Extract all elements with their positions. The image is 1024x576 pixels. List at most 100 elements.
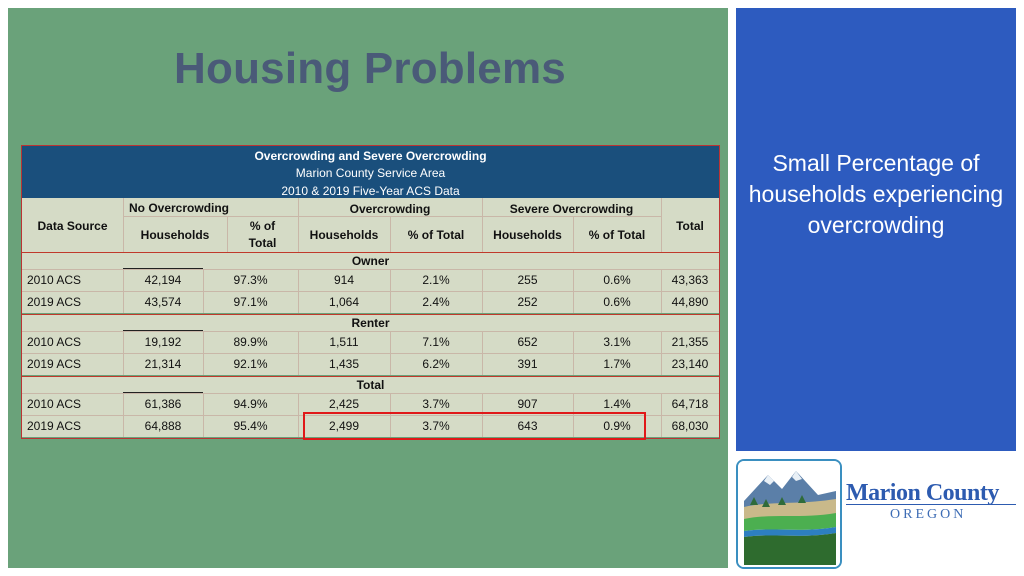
cell-value: 64,888 — [144, 419, 182, 433]
divider — [390, 216, 391, 253]
cell-value: 643 — [517, 419, 538, 433]
cell-value: 0.6% — [603, 273, 631, 287]
cell-value: 68,030 — [671, 419, 709, 433]
section-row-bg — [22, 315, 719, 331]
cell-value: 652 — [517, 335, 538, 349]
cell-value: 6.2% — [422, 357, 450, 371]
divider — [390, 331, 391, 353]
cell-source: 2010 ACS — [27, 273, 82, 287]
cell-value: 2,425 — [328, 397, 360, 411]
logo-divider — [846, 504, 1016, 505]
cell-source: 2019 ACS — [27, 419, 82, 433]
side-panel: Small Percentage of households experienc… — [736, 8, 1016, 451]
cell-value: 0.9% — [603, 419, 631, 433]
section-label: Owner — [351, 254, 390, 268]
divider — [298, 415, 299, 437]
header-data-source: Data Source — [37, 219, 108, 233]
cell-value: 2.4% — [422, 295, 450, 309]
subheader-households: Households — [309, 228, 379, 242]
divider — [573, 331, 574, 353]
cell-source: 2010 ACS — [27, 335, 82, 349]
cell-value: 3.7% — [422, 397, 450, 411]
cell-value: 914 — [333, 273, 355, 287]
divider — [390, 415, 391, 437]
divider — [661, 393, 662, 415]
subheader-households: Households — [140, 228, 210, 242]
divider — [22, 252, 719, 253]
divider — [227, 216, 228, 253]
cell-value: 7.1% — [422, 335, 450, 349]
cell-value: 19,192 — [144, 335, 182, 349]
subheader-pct-of-total: % of Total — [588, 228, 646, 242]
table-header-band — [22, 146, 719, 198]
divider — [123, 198, 124, 253]
cell-value: 64,718 — [671, 397, 709, 411]
divider — [482, 269, 483, 291]
divider — [123, 392, 203, 393]
cell-value: 2.1% — [422, 273, 450, 287]
subheader-households: Households — [493, 228, 562, 242]
table-row — [22, 269, 719, 291]
divider — [123, 291, 124, 313]
divider — [482, 393, 483, 415]
divider — [661, 269, 662, 291]
logo-subtitle: OREGON — [890, 507, 967, 522]
cell-value: 907 — [517, 397, 538, 411]
divider — [298, 269, 299, 291]
divider — [573, 415, 574, 437]
section-label: Renter — [351, 316, 390, 330]
cell-value: 97.1% — [233, 295, 268, 309]
divider — [661, 415, 662, 437]
divider — [22, 415, 719, 416]
divider — [203, 393, 204, 415]
table-row — [22, 393, 719, 415]
cell-value: 1,064 — [328, 295, 360, 309]
cell-value: 0.6% — [603, 295, 631, 309]
divider — [573, 291, 574, 313]
cell-value: 42,194 — [144, 273, 182, 287]
cell-value: 3.7% — [422, 419, 450, 433]
cell-value: 21,355 — [671, 335, 709, 349]
table-row — [22, 331, 719, 353]
divider — [661, 198, 662, 253]
header-no-overcrowding: No Overcrowding — [129, 201, 230, 215]
header-total: Total — [676, 219, 704, 233]
table-title: Overcrowding and Severe Overcrowding — [254, 149, 487, 163]
side-panel-text: Small Percentage of households experienc… — [748, 150, 1004, 238]
divider — [22, 269, 719, 270]
divider — [22, 376, 719, 377]
divider — [203, 353, 204, 375]
divider — [482, 415, 483, 437]
table-subtitle-area: Marion County Service Area — [295, 166, 446, 180]
cell-value: 1,511 — [329, 335, 359, 349]
cell-value: 97.3% — [233, 273, 268, 287]
divider — [22, 393, 719, 394]
divider — [123, 268, 203, 269]
divider — [573, 269, 574, 291]
cell-value: 391 — [517, 357, 538, 371]
cell-value: 2,499 — [328, 419, 360, 433]
divider — [482, 353, 483, 375]
divider — [203, 291, 204, 313]
divider — [22, 291, 719, 292]
divider — [123, 216, 661, 217]
divider — [298, 393, 299, 415]
divider — [482, 198, 483, 253]
mountain-landscape-icon — [738, 461, 840, 567]
divider — [123, 331, 124, 353]
divider — [482, 291, 483, 313]
divider — [123, 393, 124, 415]
cell-value: 255 — [517, 273, 538, 287]
divider — [203, 415, 204, 437]
cell-value: 252 — [517, 295, 538, 309]
section-row-bg — [22, 377, 719, 393]
divider — [661, 331, 662, 353]
divider — [661, 353, 662, 375]
divider — [390, 291, 391, 313]
cell-source: 2019 ACS — [27, 357, 82, 371]
cell-value: 3.1% — [603, 335, 631, 349]
divider — [298, 198, 299, 253]
subheader-pct-line2: Total — [248, 236, 277, 250]
cell-source: 2010 ACS — [27, 397, 82, 411]
divider — [298, 353, 299, 375]
